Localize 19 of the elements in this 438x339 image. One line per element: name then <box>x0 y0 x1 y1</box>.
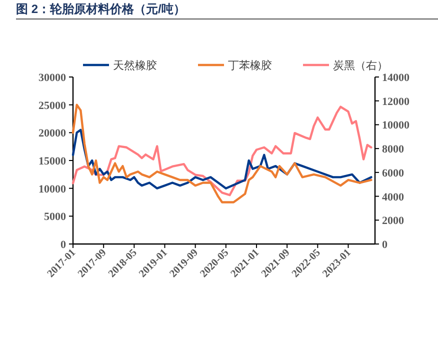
y2-tick-label: 8000 <box>382 144 404 156</box>
y-tick-label: 15000 <box>38 156 66 168</box>
y-tick-label: 20000 <box>38 128 66 140</box>
y-tick-label: 5000 <box>44 211 66 224</box>
y2-tick-label: 4000 <box>382 191 404 204</box>
y2-tick-label: 6000 <box>382 167 404 180</box>
y-tick-label: 0 <box>60 239 66 251</box>
y-tick-label: 25000 <box>38 100 66 112</box>
chart-title: 图 2：轮胎原材料价格（元/吨） <box>16 2 186 16</box>
legend-label: 炭黑（右） <box>333 59 388 72</box>
legend-label: 丁苯橡胶 <box>228 59 272 72</box>
y-tick-label: 30000 <box>38 72 66 84</box>
y2-tick-label: 2000 <box>382 215 404 228</box>
y2-tick-label: 10000 <box>382 120 410 132</box>
y2-tick-label: 0 <box>382 239 388 251</box>
y2-tick-label: 12000 <box>382 96 410 108</box>
y-tick-label: 10000 <box>38 183 66 196</box>
y2-tick-label: 14000 <box>382 72 410 84</box>
legend-label: 天然橡胶 <box>113 59 157 72</box>
